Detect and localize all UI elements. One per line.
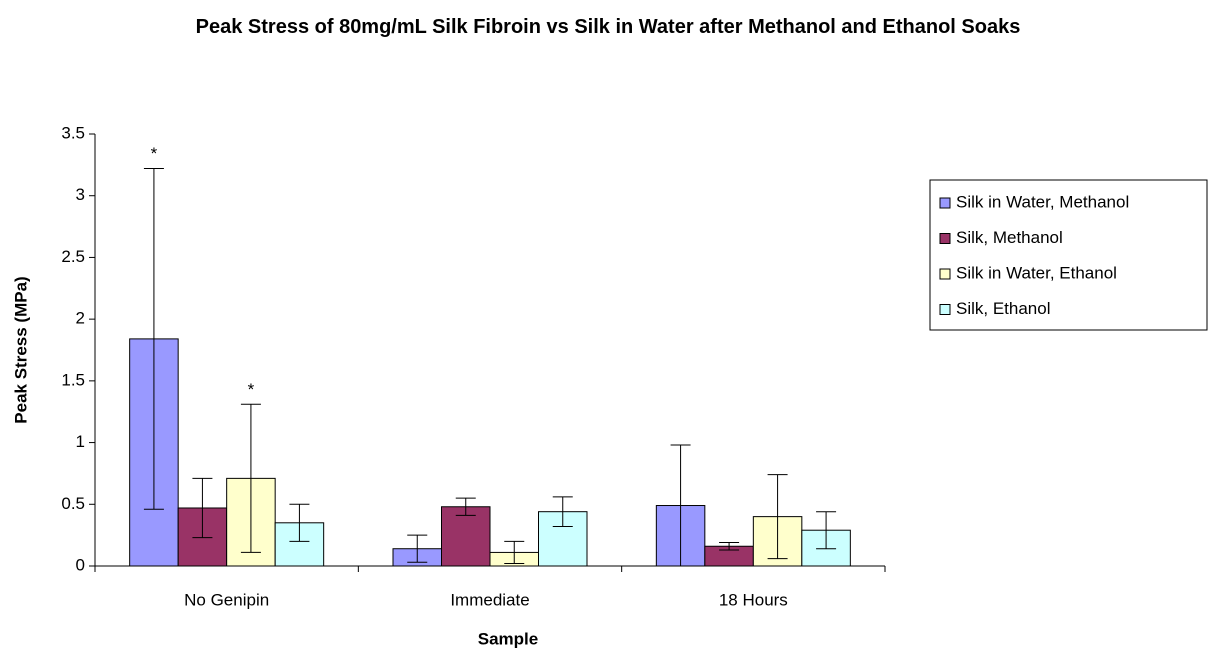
y-tick-label: 3.5	[61, 123, 85, 142]
legend-label: Silk in Water, Ethanol	[956, 263, 1117, 282]
error-bar	[240, 403, 261, 553]
y-tick-label: 3	[76, 185, 85, 204]
error-bar	[143, 168, 164, 510]
legend-swatch	[939, 233, 951, 244]
legend-swatch	[939, 268, 951, 280]
annotation: *	[248, 380, 255, 399]
y-tick-label: 2.5	[61, 247, 85, 266]
error-bar	[455, 497, 476, 516]
x-tick-label: No Genipin	[184, 590, 269, 609]
legend-swatch	[939, 304, 951, 315]
legend-label: Silk, Ethanol	[956, 299, 1051, 318]
y-tick-label: 2	[76, 309, 85, 328]
error-bar	[407, 534, 428, 563]
chart-title: Peak Stress of 80mg/mL Silk Fibroin vs S…	[195, 16, 1021, 38]
legend-swatch	[939, 197, 951, 209]
x-axis-label: Sample	[478, 629, 538, 648]
bar	[441, 506, 491, 567]
error-bar	[670, 444, 691, 567]
x-tick-label: Immediate	[450, 590, 529, 609]
legend-label: Silk, Methanol	[956, 228, 1063, 247]
error-bar	[504, 540, 525, 565]
y-tick-label: 0.5	[61, 494, 85, 513]
error-bar	[767, 474, 788, 560]
annotation: *	[151, 144, 158, 163]
error-bar	[719, 542, 740, 551]
error-bar	[816, 511, 837, 550]
error-bar	[552, 496, 573, 528]
y-axis-label: Peak Stress (MPa)	[11, 276, 30, 423]
legend-label: Silk in Water, Methanol	[956, 192, 1129, 211]
y-tick-label: 1.5	[61, 370, 85, 389]
error-bar	[192, 477, 213, 539]
error-bar	[289, 503, 310, 542]
y-tick-label: 0	[76, 555, 85, 574]
legend-box	[929, 179, 1208, 331]
y-tick-label: 1	[76, 432, 85, 451]
x-tick-label: 18 Hours	[719, 590, 788, 609]
